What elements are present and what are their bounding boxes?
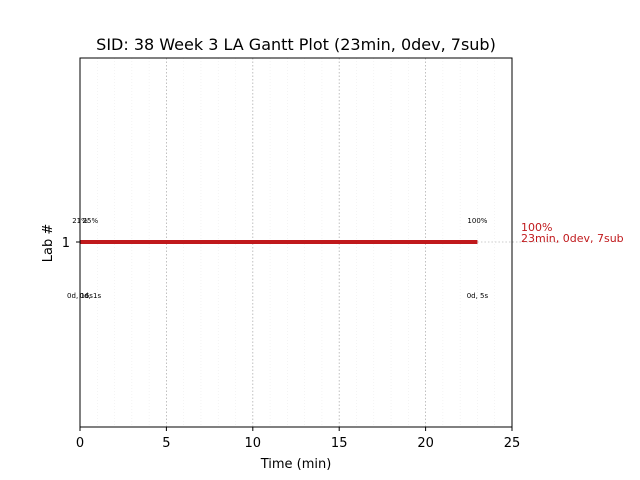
annotation-percent: 100% — [467, 217, 487, 225]
summary-percent: 100% — [521, 221, 552, 234]
x-tick-label: 10 — [245, 436, 262, 451]
chart-title: SID: 38 Week 3 LA Gantt Plot (23min, 0de… — [96, 35, 496, 54]
x-tick-label: 5 — [162, 436, 170, 451]
annotation-duration: 0d, 1s — [80, 292, 102, 300]
x-tick-label: 0 — [76, 436, 84, 451]
x-axis-ticks: 0 5 10 15 20 25 — [76, 427, 520, 451]
summary-stats: 23min, 0dev, 7sub — [521, 232, 624, 245]
x-tick-label: 25 — [504, 436, 521, 451]
y-tick-label: 1 — [62, 236, 70, 251]
x-tick-label: 15 — [331, 436, 348, 451]
annotation-duration: 0d, 5s — [467, 292, 489, 300]
y-axis-label: Lab # — [41, 224, 56, 263]
x-axis-label: Time (min) — [260, 457, 332, 472]
x-tick-label: 20 — [417, 436, 434, 451]
annotation-percent: 25% — [83, 217, 99, 225]
y-axis-ticks: 1 — [62, 236, 80, 251]
